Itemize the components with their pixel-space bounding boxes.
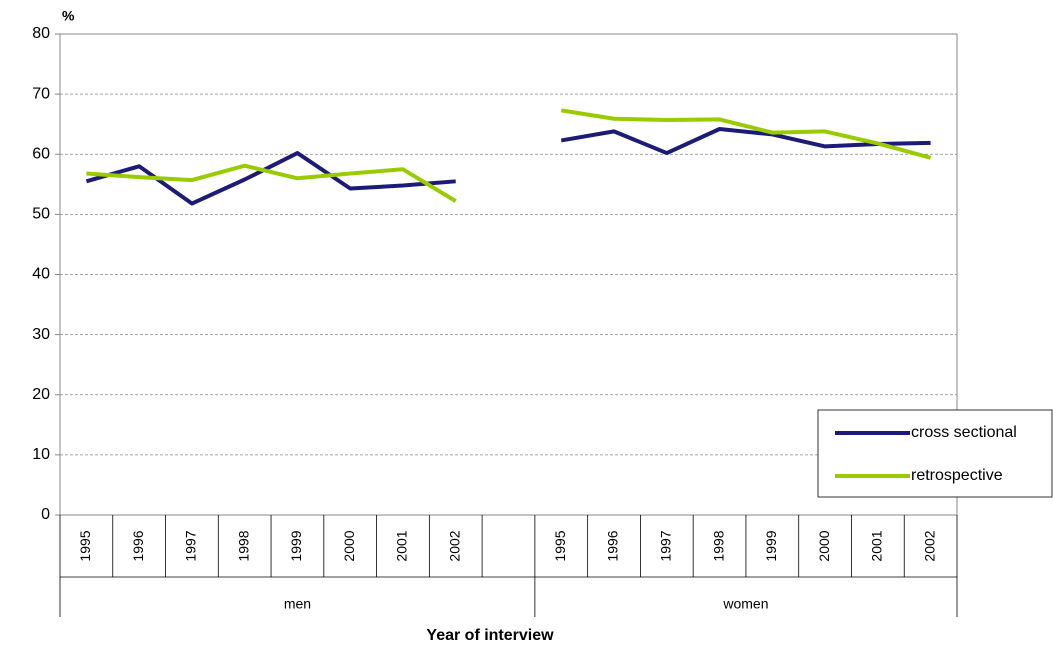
y-tick-label: 70 <box>32 85 50 102</box>
y-tick-label: 50 <box>32 206 50 223</box>
group-label: men <box>284 596 311 612</box>
x-tick-label: 1999 <box>763 530 779 561</box>
x-tick-label: 1999 <box>288 530 304 561</box>
x-tick-label: 1998 <box>710 530 726 561</box>
x-tick-label: 2002 <box>446 530 462 561</box>
plot-frame <box>59 33 958 516</box>
legend-label: cross sectional <box>911 424 1017 441</box>
y-tick-label: 30 <box>32 326 50 343</box>
x-tick-label: 1995 <box>77 530 93 561</box>
y-tick-label: 60 <box>32 145 50 162</box>
x-tick-label: 2000 <box>341 530 357 561</box>
x-tick-label: 2001 <box>869 530 885 561</box>
x-tick-label: 1997 <box>657 530 673 561</box>
x-tick-label: 1996 <box>605 530 621 561</box>
legend-label: retrospective <box>911 467 1003 484</box>
y-axis-label: % <box>62 8 75 24</box>
x-axis-title: Year of interview <box>426 627 554 644</box>
y-tick-label: 20 <box>32 386 50 403</box>
group-label: women <box>722 596 768 612</box>
x-tick-label: 1996 <box>130 530 146 561</box>
x-tick-label: 2001 <box>394 530 410 561</box>
x-tick-label: 1997 <box>183 530 199 561</box>
x-tick-label: 1998 <box>235 530 251 561</box>
y-tick-label: 40 <box>32 266 50 283</box>
x-tick-label: 1995 <box>552 530 568 561</box>
y-tick-label: 10 <box>32 446 50 463</box>
x-tick-label: 2000 <box>816 530 832 561</box>
x-tick-label: 2002 <box>921 530 937 561</box>
series-line <box>86 108 932 203</box>
series-line <box>85 126 931 206</box>
y-tick-label: 0 <box>41 506 50 523</box>
y-tick-label: 80 <box>32 25 50 42</box>
legend-box <box>817 409 1053 498</box>
